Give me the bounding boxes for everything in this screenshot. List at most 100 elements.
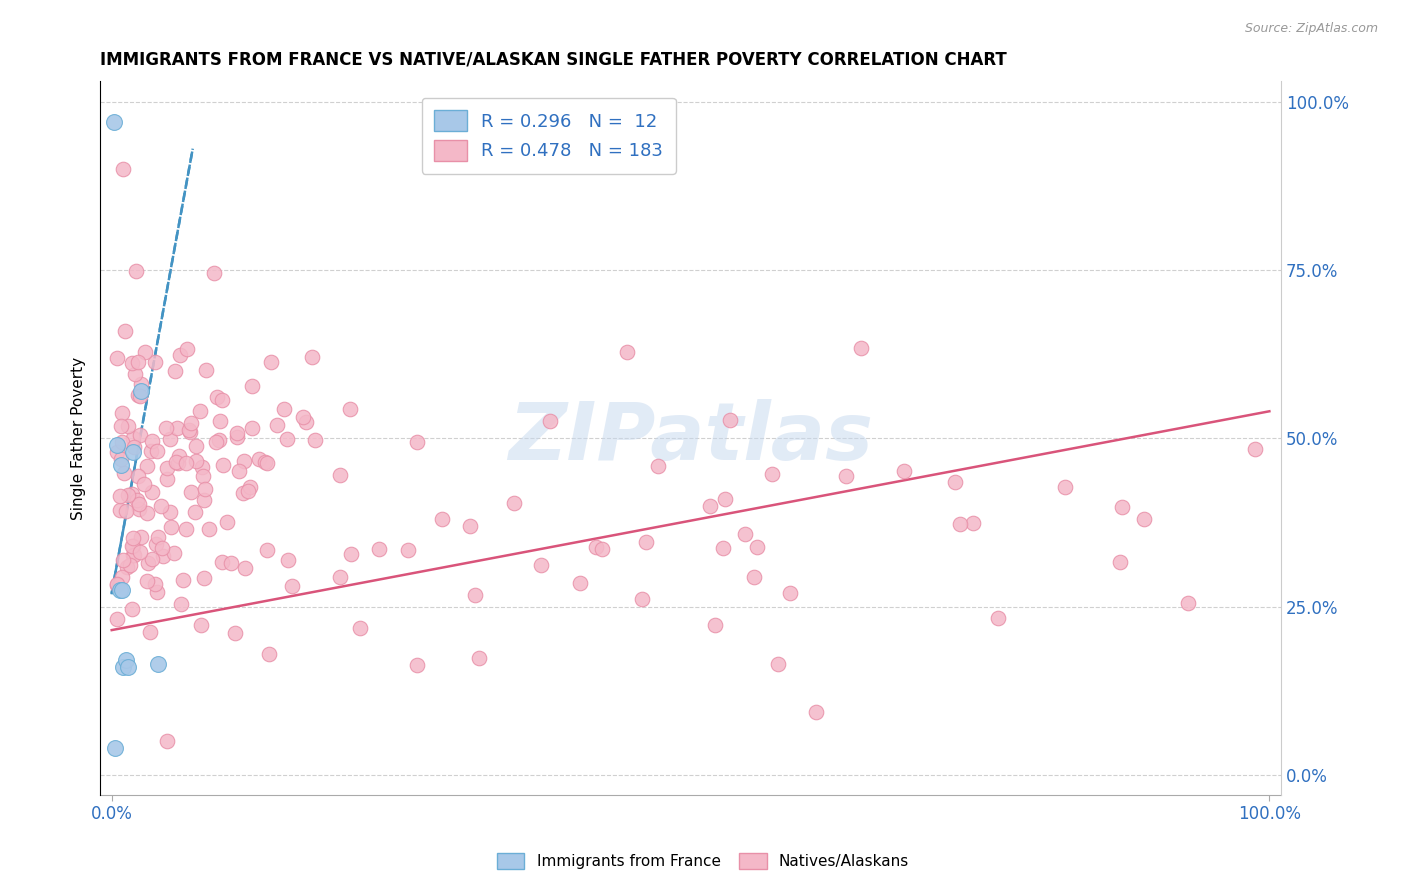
Point (211, 392, 233, 407)
Point (117, 488, 139, 502)
Point (718, 413, 741, 427)
Point (146, 443, 169, 458)
Point (631, 592, 654, 607)
Point (103, 114, 125, 128)
Point (240, 378, 263, 392)
Point (136, 556, 159, 570)
Point (184, 505, 207, 519)
Point (292, 409, 315, 424)
Point (761, 467, 783, 481)
Point (301, 350, 323, 364)
Point (141, 434, 163, 449)
Point (1177, 596, 1199, 610)
Point (849, 341, 872, 355)
Point (276, 432, 298, 446)
Point (367, 542, 389, 557)
Point (193, 571, 215, 585)
Point (190, 617, 212, 632)
Point (155, 472, 177, 486)
Point (962, 516, 984, 530)
Point (121, 487, 143, 501)
Point (616, 344, 638, 359)
Point (145, 536, 167, 550)
Point (115, 504, 138, 518)
Point (170, 597, 193, 611)
Point (943, 475, 966, 490)
Point (779, 585, 801, 599)
Point (107, 438, 129, 452)
Point (117, 419, 139, 434)
Point (194, 363, 217, 377)
Point (111, 434, 134, 449)
Point (257, 647, 280, 661)
Point (166, 456, 188, 470)
Point (107, 444, 129, 458)
Point (1132, 512, 1154, 526)
Point (127, 355, 149, 369)
Point (166, 420, 188, 434)
Point (136, 574, 159, 588)
Point (121, 356, 143, 370)
Point (174, 522, 197, 536)
Point (150, 499, 173, 513)
Point (834, 469, 856, 483)
Point (349, 621, 371, 635)
Point (634, 535, 657, 549)
Text: IMMIGRANTS FROM FRANCE VS NATIVE/ALASKAN SINGLE FATHER POVERTY CORRELATION CHART: IMMIGRANTS FROM FRANCE VS NATIVE/ALASKAN… (100, 51, 1007, 69)
Legend: Immigrants from France, Natives/Alaskans: Immigrants from France, Natives/Alaskans (491, 847, 915, 875)
Point (249, 452, 271, 467)
Point (304, 433, 326, 447)
Point (328, 467, 350, 482)
Point (110, 452, 132, 467)
Point (122, 431, 145, 445)
Point (172, 573, 194, 587)
Point (150, 541, 173, 555)
Point (104, 740, 127, 755)
Point (186, 439, 208, 453)
Point (180, 484, 202, 499)
Point (232, 486, 254, 500)
Point (108, 582, 131, 597)
Point (226, 425, 249, 440)
Point (159, 504, 181, 518)
Point (124, 367, 146, 381)
Point (647, 458, 669, 473)
Point (127, 388, 149, 402)
Point (406, 435, 429, 450)
Point (294, 415, 316, 429)
Legend: R = 0.296   N =  12, R = 0.478   N = 183: R = 0.296 N = 12, R = 0.478 N = 183 (422, 97, 676, 174)
Point (503, 496, 526, 510)
Point (191, 469, 214, 483)
Point (329, 570, 352, 584)
Point (114, 325, 136, 339)
Point (169, 348, 191, 362)
Point (129, 530, 152, 544)
Point (125, 264, 148, 278)
Point (163, 547, 186, 561)
Point (143, 577, 166, 591)
Point (184, 454, 207, 468)
Point (141, 484, 163, 499)
Point (273, 402, 295, 417)
Point (458, 518, 481, 533)
Point (117, 660, 139, 674)
Point (110, 458, 132, 472)
Text: Source: ZipAtlas.com: Source: ZipAtlas.com (1244, 22, 1378, 36)
Point (713, 492, 735, 507)
Point (538, 414, 561, 428)
Point (146, 530, 169, 544)
Point (228, 465, 250, 479)
Point (949, 517, 972, 532)
Point (232, 454, 254, 468)
Point (125, 493, 148, 508)
Point (339, 402, 361, 417)
Point (766, 657, 789, 672)
Point (211, 555, 233, 569)
Point (129, 545, 152, 559)
Point (239, 479, 262, 493)
Point (804, 705, 827, 719)
Point (121, 444, 143, 458)
Point (177, 424, 200, 438)
Point (468, 651, 491, 665)
Point (122, 531, 145, 545)
